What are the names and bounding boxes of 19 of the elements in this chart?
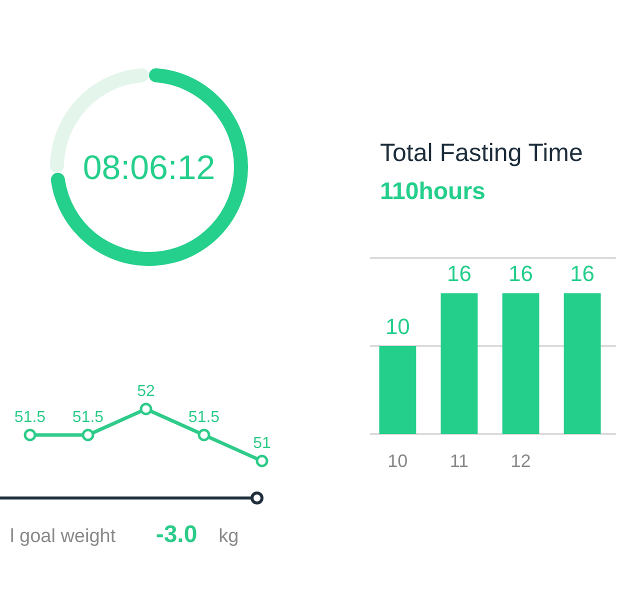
- data-label: 51.5: [188, 409, 220, 426]
- data-label: 16: [446, 261, 472, 286]
- data-label: 10: [385, 314, 410, 339]
- x-tick-label: 10: [388, 451, 408, 471]
- data-label: 52: [137, 383, 155, 400]
- data-label: 51: [253, 435, 271, 452]
- text: l goal weight: [10, 526, 116, 547]
- text: 08:06:12: [82, 149, 216, 187]
- chart-title: Total Fasting Time: [380, 139, 583, 167]
- x-tick-label: 11: [450, 451, 469, 471]
- data-label: 51.5: [72, 409, 104, 426]
- chart-subtitle: 110hours: [380, 178, 486, 205]
- x-tick-label: 12: [510, 451, 531, 471]
- donut-slice: [50, 68, 248, 266]
- data-label: 16: [508, 261, 534, 286]
- data-label: 51.5: [14, 409, 46, 426]
- text: -3.0: [156, 521, 198, 548]
- text: kg: [218, 526, 239, 547]
- data-label: 16: [570, 261, 595, 286]
